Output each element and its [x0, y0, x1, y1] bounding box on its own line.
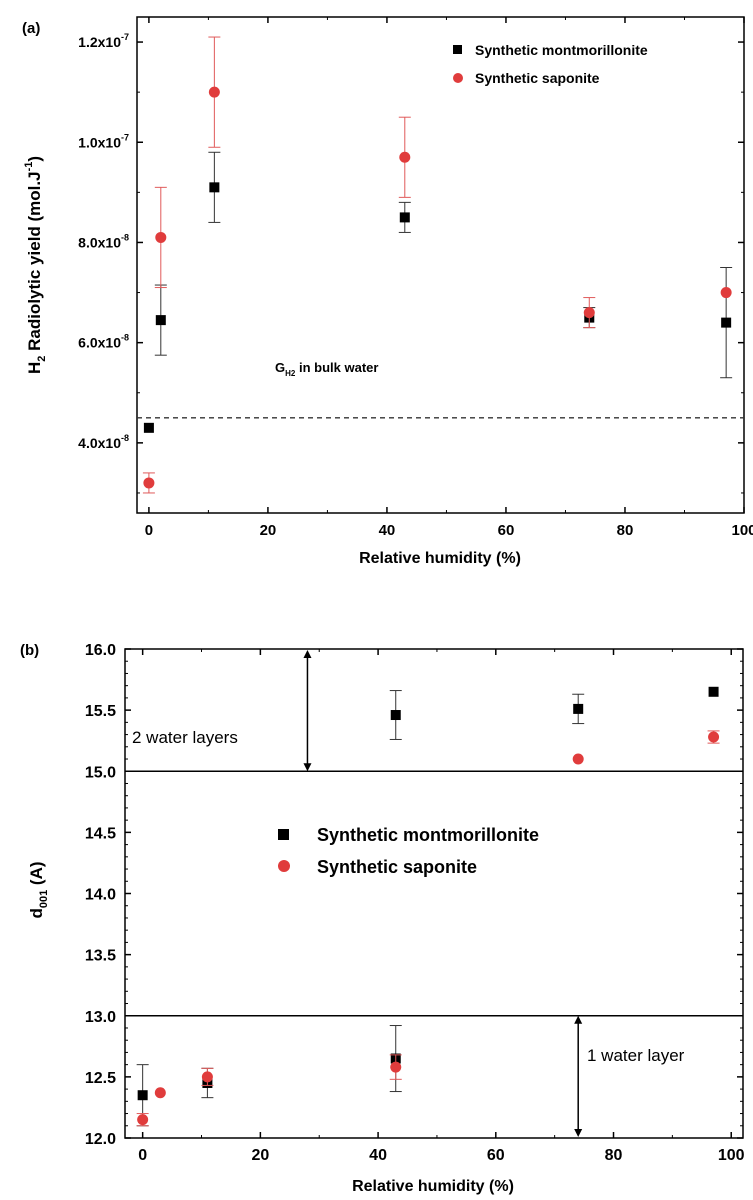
legend-a-montmorillonite-label: Synthetic montmorillonite — [475, 42, 648, 58]
a-xtick-label: 40 — [379, 522, 396, 539]
b-xtick-label: 100 — [718, 1147, 745, 1164]
b-ytick-label: 15.5 — [85, 703, 116, 720]
a-saponite-point — [583, 307, 595, 319]
b-xtick-label: 0 — [138, 1147, 147, 1164]
a-saponite-point — [399, 151, 411, 163]
a-saponite-point — [155, 231, 167, 243]
panel-a-frame — [136, 16, 745, 514]
one-water-layer-arrow-head — [574, 1015, 583, 1024]
panel-b-ylabel: d001 (A) — [27, 861, 50, 918]
panel-b: (b) 0 20 40 60 80 100 12.0 12.5 13.0 13.5 14.0 14.5… — [20, 642, 745, 1195]
b-ytick-label: 14.5 — [85, 825, 116, 842]
b-saponite-point — [137, 1114, 149, 1126]
a-xtick-label: 0 — [145, 522, 153, 539]
b-montmorillonite-point — [708, 686, 719, 697]
a-ytick-label: 1.0x10-7 — [78, 132, 129, 150]
panel-a-axes: 0 20 40 60 80 100 4.0x10-8 6.0x10-8 8.0x10-8 1.0x… — [78, 17, 753, 539]
one-water-layer-label: 1 water layer — [587, 1046, 685, 1065]
a-ytick-label: 1.2x10-7 — [78, 32, 129, 50]
b-ytick-label: 14.0 — [85, 887, 116, 904]
a-ytick-label: 4.0x10-8 — [78, 433, 129, 451]
panel-b-legend: Synthetic montmorillonite Synthetic sapo… — [278, 825, 539, 877]
one-water-layer-arrow-head — [574, 1129, 583, 1137]
panel-a-label: (a) — [22, 20, 40, 37]
a-xtick-label: 20 — [260, 522, 277, 539]
legend-a-saponite-label: Synthetic saponite — [475, 70, 600, 86]
b-xtick-label: 20 — [251, 1147, 269, 1164]
panel-a: (a) 0 20 40 60 80 100 4.0x10-8 6.0x10-8 8.0x10-8… — [22, 16, 753, 567]
legend-a-montmorillonite-marker — [453, 45, 462, 54]
b-saponite-point — [390, 1061, 402, 1073]
b-montmorillonite-point — [137, 1090, 148, 1101]
a-saponite-point — [208, 86, 220, 98]
a-montmorillonite-point — [721, 317, 732, 328]
a-montmorillonite-point — [209, 182, 220, 193]
b-ytick-label: 13.0 — [85, 1009, 116, 1026]
legend-b-saponite-marker — [278, 860, 290, 872]
a-montmorillonite-point — [399, 212, 410, 223]
b-xtick-label: 60 — [487, 1147, 505, 1164]
two-water-layers-arrow-head — [303, 650, 312, 658]
b-ytick-label: 12.0 — [85, 1131, 116, 1148]
panel-a-legend: Synthetic montmorillonite Synthetic sapo… — [453, 42, 648, 86]
a-xtick-label: 60 — [498, 522, 515, 539]
a-montmorillonite-point — [155, 315, 166, 326]
b-saponite-point — [201, 1071, 213, 1083]
b-ytick-label: 16.0 — [85, 642, 116, 659]
two-water-layers-label: 2 water layers — [132, 728, 238, 747]
panel-b-axes: 0 20 40 60 80 100 12.0 12.5 13.0 13.5 14.0 14.5 15.0… — [85, 642, 745, 1164]
bulk-water-label: GH2 in bulk water — [275, 360, 378, 378]
b-xtick-label: 40 — [369, 1147, 387, 1164]
a-saponite-point — [143, 477, 155, 489]
a-xtick-label: 100 — [731, 522, 753, 539]
a-saponite-point — [720, 287, 732, 299]
legend-b-montmorillonite-label: Synthetic montmorillonite — [317, 825, 539, 845]
a-ytick-label: 8.0x10-8 — [78, 232, 129, 250]
panel-b-label: (b) — [20, 642, 39, 659]
panel-b-marks — [136, 686, 720, 1127]
b-saponite-point — [708, 731, 720, 743]
b-saponite-point — [572, 753, 584, 765]
panel-b-xlabel: Relative humidity (%) — [352, 1178, 514, 1195]
a-xtick-label: 80 — [617, 522, 634, 539]
b-saponite-point — [154, 1087, 166, 1099]
b-montmorillonite-point — [390, 710, 401, 721]
a-ytick-label: 6.0x10-8 — [78, 333, 129, 351]
b-xtick-label: 80 — [605, 1147, 623, 1164]
b-ytick-label: 12.5 — [85, 1070, 116, 1087]
b-montmorillonite-point — [573, 703, 584, 714]
panel-a-xlabel: Relative humidity (%) — [359, 550, 521, 567]
legend-a-saponite-marker — [453, 73, 463, 83]
b-ytick-label: 15.0 — [85, 764, 116, 781]
panel-a-marks — [142, 36, 733, 494]
b-ytick-label: 13.5 — [85, 948, 116, 965]
panel-a-ylabel: H2 Radiolytic yield (mol.J-1) — [23, 156, 48, 374]
legend-b-montmorillonite-marker — [278, 829, 289, 840]
legend-b-saponite-label: Synthetic saponite — [317, 857, 477, 877]
a-montmorillonite-point — [143, 422, 154, 433]
two-water-layers-arrow-head — [303, 763, 312, 772]
